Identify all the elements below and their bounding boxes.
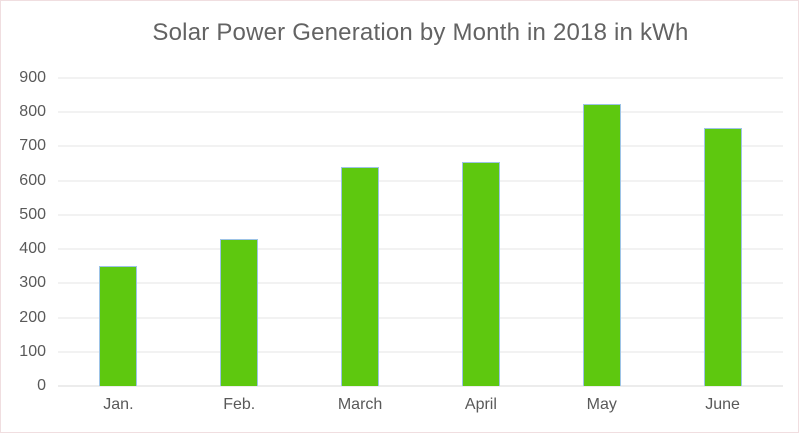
- x-axis-label-april: April: [464, 396, 497, 413]
- y-axis-tick-label: 100: [19, 342, 46, 360]
- y-axis-tick-label: 900: [19, 69, 46, 86]
- bar-slot-jan: [58, 78, 179, 386]
- y-axis: 0 100 200 300 400 500 600 700 800 900: [1, 70, 46, 394]
- bar-march: [341, 166, 380, 386]
- gridline: [58, 111, 783, 113]
- bar-may: [582, 103, 621, 386]
- bar-slot-june: [662, 78, 783, 386]
- y-axis-tick-label: 200: [19, 308, 46, 326]
- bar-jan: [99, 266, 138, 386]
- bar-slot-march: [300, 78, 421, 386]
- x-axis: Jan. Feb. March April May June: [58, 396, 783, 414]
- x-axis-line: [58, 385, 783, 387]
- gridline: [58, 317, 783, 319]
- y-axis-tick-label: 300: [19, 274, 46, 292]
- x-axis-label-may: May: [586, 396, 617, 413]
- y-axis-tick-label: 500: [19, 205, 46, 223]
- bar-slot-may: [541, 78, 662, 386]
- gridline: [58, 282, 783, 284]
- x-axis-label-feb: Feb.: [223, 396, 256, 413]
- bar-slot-feb: [179, 78, 300, 386]
- y-axis-tick-label: 400: [19, 240, 46, 258]
- bar-slot-april: [420, 78, 541, 386]
- gridline: [58, 351, 783, 353]
- bar-feb: [220, 238, 259, 386]
- x-axis-label-june: June: [705, 396, 740, 413]
- chart-title: Solar Power Generation by Month in 2018 …: [152, 19, 689, 46]
- gridline: [58, 214, 783, 216]
- y-axis-tick-label: 800: [19, 103, 46, 121]
- y-axis-tick-label: 600: [19, 171, 46, 189]
- gridline: [58, 180, 783, 182]
- x-axis-label-jan: Jan.: [103, 396, 134, 413]
- bar-june: [703, 127, 742, 386]
- y-axis-tick-label: 700: [19, 137, 46, 155]
- gridline: [58, 77, 783, 79]
- plot-area: [58, 77, 783, 387]
- gridline: [58, 145, 783, 147]
- x-axis-label-march: March: [337, 396, 383, 413]
- y-axis-tick-label: 0: [37, 377, 46, 394]
- gridlines: [58, 77, 783, 387]
- bar-april: [461, 161, 500, 386]
- gridline: [58, 248, 783, 250]
- bar-series: [58, 78, 783, 386]
